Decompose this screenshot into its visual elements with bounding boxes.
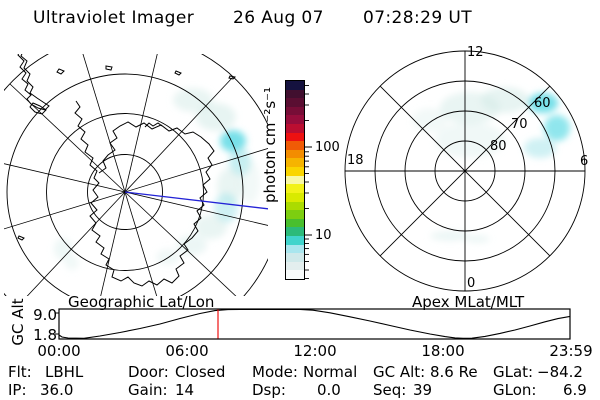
colorbar-segment	[286, 184, 304, 193]
mlt-label-18: 18	[347, 153, 364, 168]
colorbar-segment	[286, 124, 304, 133]
apex-panel-title: Apex MLat/MLT	[412, 293, 525, 311]
mlt-label-0: 0	[467, 276, 476, 291]
colorbar-tick-100: 100	[315, 140, 340, 155]
colorbar-unit-label: photon cm⁻²s⁻¹	[261, 86, 279, 203]
colorbar-segment	[286, 106, 304, 116]
colorbar-segment	[286, 89, 304, 99]
apex-polar-plot	[344, 50, 586, 292]
gain-label: Gain:	[128, 381, 168, 399]
colorbar-segment	[286, 201, 304, 211]
colorbar-segment	[286, 210, 304, 219]
mlat-label-80: 80	[490, 139, 507, 154]
glon-value: 6.9	[563, 381, 587, 399]
mode-label: Mode:	[252, 363, 298, 381]
altitude-ymin: 1.8	[33, 326, 57, 344]
mlt-label-6: 6	[580, 154, 589, 169]
ip-value: 36.0	[40, 381, 74, 399]
mode-value: Normal	[303, 363, 358, 381]
gcalt-value: 8.6 Re	[430, 363, 478, 381]
glat-label: GLat:	[493, 363, 534, 381]
door-value: Closed	[175, 363, 226, 381]
altitude-panel	[55, 308, 571, 340]
mlt-spokes	[345, 51, 585, 291]
time-tick-2359: 23:59	[549, 342, 593, 360]
colorbar-tick-10: 10	[315, 228, 332, 243]
colorbar-segment	[286, 81, 304, 90]
coastlines	[17, 54, 237, 287]
colorbar-segment	[286, 115, 304, 125]
island-marks	[17, 65, 237, 241]
antarctica-coast	[74, 100, 215, 287]
tierra-del-fuego	[29, 102, 47, 115]
track-line	[124, 191, 268, 210]
aurora-emission-geographic	[54, 88, 260, 270]
geographic-panel-title: Geographic Lat/Lon	[68, 293, 215, 311]
colorbar	[285, 80, 305, 280]
colorbar-segment	[286, 167, 304, 176]
header-date: 26 Aug 07	[233, 8, 324, 28]
south-america-coast	[17, 54, 50, 111]
colorbar-segment	[286, 149, 304, 159]
seq-label: Seq:	[373, 381, 407, 399]
colorbar-segment	[286, 261, 304, 271]
colorbar-segment	[286, 227, 304, 236]
time-tick-1200: 12:00	[293, 342, 337, 360]
time-tick-0000: 00:00	[37, 342, 81, 360]
altitude-curve	[58, 308, 571, 339]
altitude-plot-box	[58, 308, 571, 340]
gcalt-label: GC Alt:	[373, 363, 426, 381]
colorbar-segment	[286, 192, 304, 202]
mlat-label-60: 60	[534, 96, 551, 111]
glon-label: GLon:	[493, 381, 537, 399]
colorbar-segment	[286, 235, 304, 245]
colorbar-segment	[286, 98, 304, 107]
colorbar-segment	[286, 132, 304, 142]
glat-value: −84.2	[537, 363, 583, 381]
latitude-circles	[4, 54, 268, 296]
altitude-ymax: 9.0	[33, 306, 57, 324]
colorbar-minor-ticks	[305, 85, 309, 279]
coast-detail-squiggle	[144, 122, 163, 128]
colorbar-segment	[286, 270, 304, 280]
header-title: Ultraviolet Imager	[33, 8, 195, 28]
dsp-label: Dsp:	[252, 381, 286, 399]
flt-label: Flt:	[8, 363, 32, 381]
geographic-map	[4, 54, 268, 296]
mlat-label-70: 70	[511, 117, 528, 132]
ip-label: IP:	[8, 381, 27, 399]
colorbar-ticks	[305, 85, 312, 279]
colorbar-segment	[286, 141, 304, 150]
colorbar-segment	[286, 244, 304, 254]
time-tick-0600: 06:00	[165, 342, 209, 360]
colorbar-segment	[286, 158, 304, 168]
colorbar-segment	[286, 218, 304, 228]
mlt-label-12: 12	[467, 45, 484, 60]
colorbar-segment	[286, 175, 304, 185]
seq-value: 39	[413, 381, 433, 399]
time-tick-1800: 18:00	[421, 342, 465, 360]
dsp-value: 0.0	[317, 381, 341, 399]
door-label: Door:	[128, 363, 169, 381]
header-time: 07:28:29 UT	[363, 8, 472, 28]
colorbar-segment	[286, 253, 304, 262]
aurora-emission-apex	[412, 87, 570, 243]
gain-value: 14	[175, 381, 195, 399]
flt-value: LBHL	[45, 363, 84, 381]
